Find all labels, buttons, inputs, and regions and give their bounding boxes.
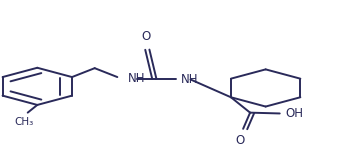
Text: NH: NH: [128, 72, 145, 85]
Text: O: O: [141, 30, 150, 43]
Text: NH: NH: [181, 73, 198, 86]
Text: CH₃: CH₃: [14, 117, 33, 127]
Text: OH: OH: [285, 107, 303, 120]
Text: O: O: [235, 134, 244, 147]
